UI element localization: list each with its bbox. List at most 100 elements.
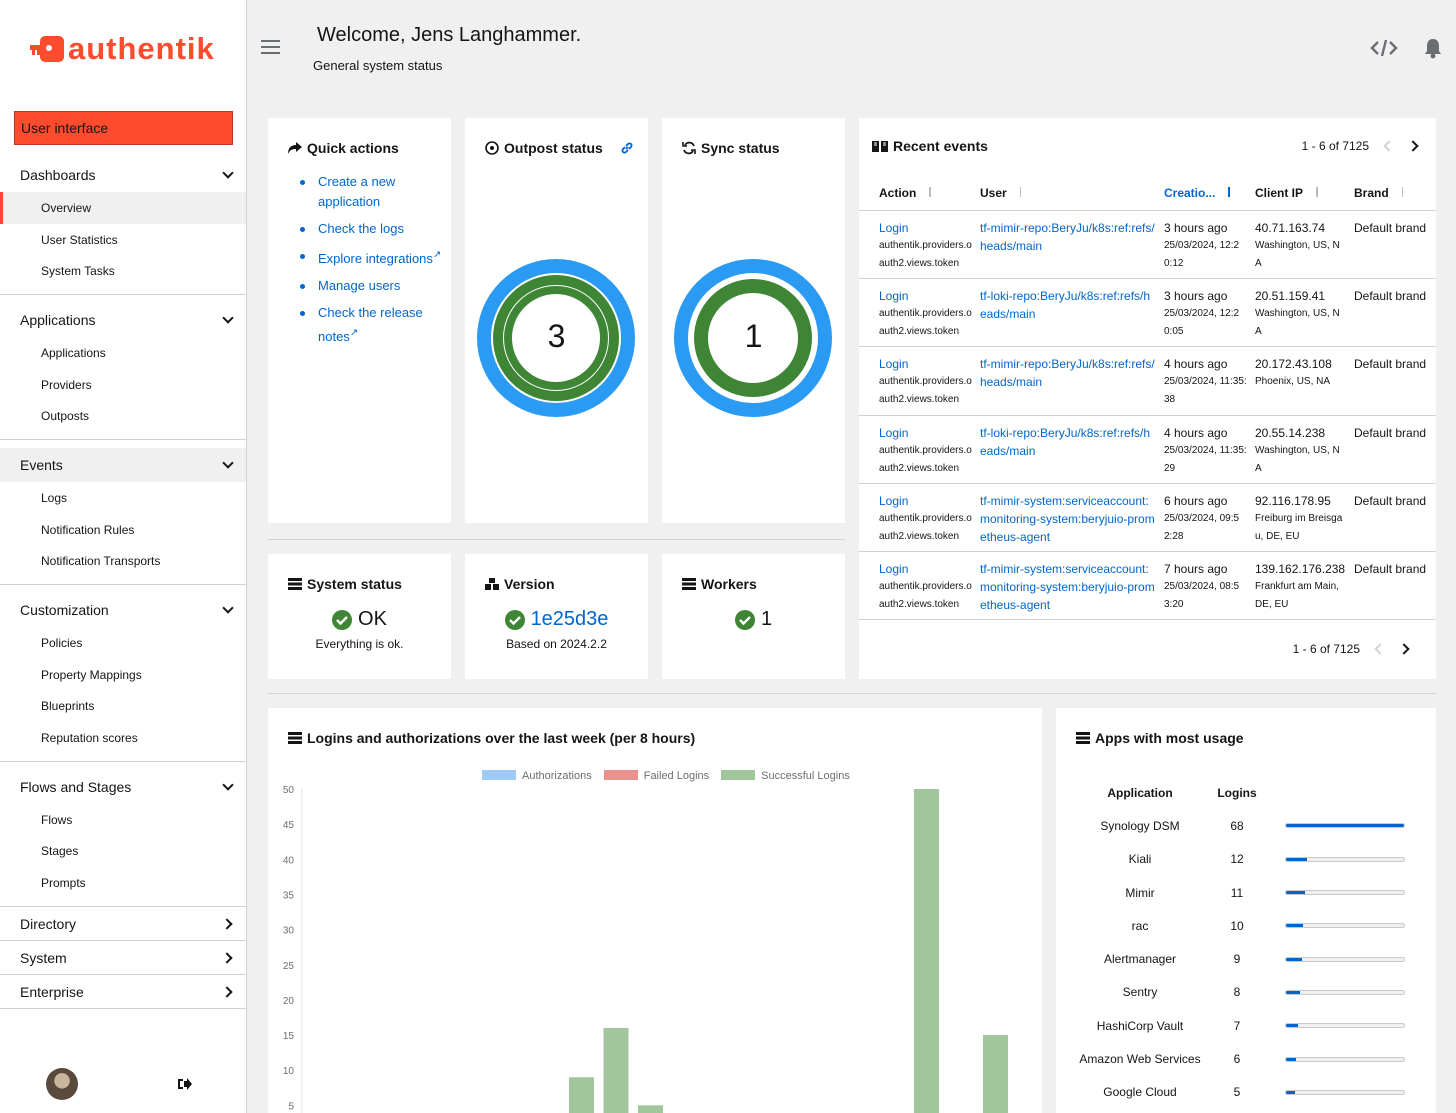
sidebar-item-directory[interactable]: Directory [0, 907, 246, 941]
chevron-right-icon [222, 952, 234, 964]
event-action-link[interactable]: Login [879, 221, 909, 235]
event-action-link[interactable]: Login [879, 561, 909, 576]
card-title-text: Sync status [701, 140, 780, 156]
logout-icon[interactable] [176, 1076, 192, 1092]
event-created-sub: 25/03/2024, 11:35:29 [1164, 444, 1247, 474]
event-action-link[interactable]: Login [879, 493, 909, 508]
create-application-link[interactable]: Create a new application [318, 174, 396, 209]
system-status-value: OK [268, 608, 451, 631]
col-user[interactable]: User [980, 186, 1164, 200]
workers-card: Workers 1 [662, 554, 845, 679]
legend-item-successful-logins[interactable]: Successful Logins [721, 770, 850, 782]
sync-donut-chart [674, 259, 832, 417]
event-brand: Default brand [1354, 561, 1427, 576]
explore-integrations-link[interactable]: Explore integrations↗ [318, 250, 441, 266]
bar-successful-logins[interactable] [638, 1105, 663, 1113]
outpost-status-title: Outpost status [485, 140, 648, 156]
event-created: 3 hours ago [1164, 289, 1228, 304]
sidebar-item-outposts[interactable]: Outposts [41, 409, 90, 424]
nav-head-dashboards[interactable]: Dashboards [0, 158, 246, 192]
release-notes-link[interactable]: Check the release notes↗ [318, 305, 423, 343]
link-icon[interactable] [620, 141, 634, 155]
sidebar-item-system[interactable]: System [0, 941, 246, 975]
sidebar-item-prompts[interactable]: Prompts [41, 876, 86, 891]
manage-users-link[interactable]: Manage users [318, 278, 401, 294]
event-client-ip: 20.51.159.41 [1255, 289, 1326, 304]
apps-usage-title: Apps with most usage [1076, 730, 1244, 746]
status-text: OK [358, 608, 387, 630]
event-user-link[interactable]: tf-mimir-repo:BeryJu/k8s:ref:refs/heads/… [980, 357, 1155, 390]
list-item: Alertmanager 9 [1076, 942, 1416, 975]
sidebar-item-stages[interactable]: Stages [41, 844, 79, 859]
event-user-link[interactable]: tf-mimir-repo:BeryJu/k8s:ref:refs/heads/… [980, 221, 1155, 253]
server-icon [1076, 732, 1090, 744]
app-logins: 68 [1230, 818, 1244, 833]
api-drawer-icon[interactable] [1370, 38, 1398, 58]
prev-page-icon[interactable] [1383, 140, 1395, 152]
bar-successful-logins[interactable] [914, 789, 939, 1113]
sidebar-item-applications[interactable]: Applications [41, 345, 106, 360]
server-icon [682, 578, 696, 590]
nav-head-customization[interactable]: Customization [0, 593, 246, 627]
sidebar-item-providers[interactable]: Providers [41, 377, 92, 392]
event-action-link[interactable]: Login [879, 357, 909, 372]
legend-item-authorizations[interactable]: Authorizations [482, 770, 592, 782]
nav-head-events[interactable]: Events [0, 448, 246, 483]
hamburger-menu-icon[interactable] [261, 40, 280, 56]
table-row: Login authentik.providers.oauth2.views.to… [859, 346, 1436, 414]
event-user-link[interactable]: tf-loki-repo:BeryJu/k8s:ref:refs/heads/m… [980, 425, 1151, 458]
bar-successful-logins[interactable] [983, 1035, 1008, 1113]
authentik-logo[interactable]: authentik [28, 31, 215, 66]
chart-legend: Authorizations Failed Logins Successful … [482, 770, 850, 782]
sidebar-item-enterprise[interactable]: Enterprise [0, 975, 246, 1009]
user-interface-button[interactable]: User interface [14, 111, 233, 145]
sidebar-item-system-tasks[interactable]: System Tasks [41, 264, 115, 279]
col-action[interactable]: Action [879, 186, 980, 200]
sidebar-item-user-statistics[interactable]: User Statistics [41, 232, 118, 247]
app-name: Mimir [1125, 885, 1155, 900]
version-link[interactable]: 1e25d3e [530, 608, 609, 630]
sidebar-item-property-mappings[interactable]: Property Mappings [41, 667, 142, 682]
sidebar-item-blueprints[interactable]: Blueprints [41, 699, 95, 714]
bar-successful-logins[interactable] [603, 1028, 629, 1113]
legend-item-failed-logins[interactable]: Failed Logins [603, 770, 709, 782]
sidebar-item-overview[interactable]: Overview [0, 192, 246, 224]
col-created[interactable]: Creatio... [1164, 186, 1255, 200]
avatar[interactable] [46, 1068, 78, 1100]
notification-bell-icon[interactable] [1422, 37, 1444, 59]
nav-head-applications[interactable]: Applications [0, 303, 246, 337]
event-client-ip: 20.55.14.238 [1255, 425, 1326, 440]
events-pagination-bottom: 1 - 6 of 7125 [1293, 642, 1410, 656]
table-cell: 40.71.163.74 Washington, US, NA [1255, 219, 1346, 273]
event-action-link[interactable]: Login [879, 289, 909, 304]
col-client-ip[interactable]: Client IP [1255, 186, 1354, 200]
nav-head-flows-and-stages[interactable]: Flows and Stages [0, 770, 246, 804]
event-user-link[interactable]: tf-loki-repo:BeryJu/k8s:ref:refs/heads/m… [980, 289, 1151, 322]
table-cell: Default brand [1354, 219, 1428, 237]
version-title: Version [485, 576, 648, 592]
sidebar-item-flows[interactable]: Flows [41, 812, 73, 827]
next-page-icon[interactable] [1407, 140, 1419, 152]
next-page-icon[interactable] [1398, 643, 1410, 655]
list-item: HashiCorp Vault 7 [1076, 1009, 1416, 1042]
table-cell: tf-mimir-repo:BeryJu/k8s:ref:refs/heads/… [980, 355, 1156, 391]
prev-page-icon[interactable] [1374, 643, 1386, 655]
y-tick-label: 35 [283, 890, 295, 901]
sidebar: authentik User interface Dashboards Over… [0, 0, 247, 1113]
sidebar-item-notification-transports[interactable]: Notification Transports [41, 554, 161, 569]
sidebar-item-notification-rules[interactable]: Notification Rules [41, 522, 135, 537]
chevron-down-icon [222, 314, 234, 326]
sidebar-item-reputation-scores[interactable]: Reputation scores [41, 731, 138, 746]
bar-successful-logins[interactable] [569, 1077, 594, 1113]
sidebar-item-logs[interactable]: Logs [41, 490, 68, 505]
sort-icon [1399, 187, 1407, 197]
sidebar-item-policies[interactable]: Policies [41, 636, 83, 651]
col-brand[interactable]: Brand [1354, 186, 1436, 200]
legend-label: Successful Logins [761, 770, 850, 782]
table-cell: 20.55.14.238 Washington, US, NA [1255, 424, 1346, 478]
event-user-link[interactable]: tf-mimir-system:serviceaccount:monitorin… [980, 561, 1155, 612]
event-action-link[interactable]: Login [879, 425, 909, 440]
table-row: Login authentik.providers.oauth2.views.to… [859, 414, 1436, 483]
event-user-link[interactable]: tf-mimir-system:serviceaccount:monitorin… [980, 493, 1155, 544]
check-logs-link[interactable]: Check the logs [318, 221, 404, 236]
